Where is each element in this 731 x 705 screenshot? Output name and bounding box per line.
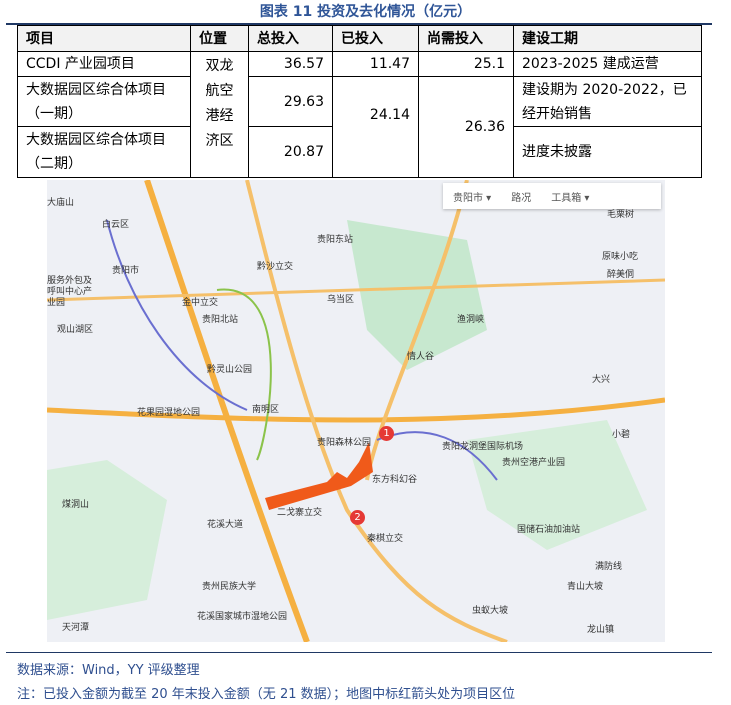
map-label: 花溪大道	[207, 520, 244, 530]
location-map[interactable]: 贵阳市 ▾ 路况 工具箱 ▾ 大庙山白云区贵阳市服务外包及呼叫中心产业园观山湖区…	[46, 179, 666, 644]
table-row: 大数据园区综合体项目（二期） 20.87 进度未披露	[17, 126, 702, 178]
map-label: 秦棋立交	[367, 534, 404, 544]
header-project: 项目	[17, 25, 191, 52]
map-label: 黔沙立交	[257, 262, 294, 272]
marker-1[interactable]: 1	[379, 426, 394, 441]
map-label: 金中立交	[182, 298, 219, 308]
map-label: 贵阳龙洞堡国际机场	[442, 442, 524, 452]
investment-table: 项目 位置 总投入 已投入 尚需投入 建设工期 CCDI 产业园项目 双龙航空港…	[17, 25, 702, 178]
map-label: 南明区	[252, 405, 280, 415]
period-cell: 进度未披露	[513, 126, 702, 178]
period-cell: 2023-2025 建成运营	[513, 51, 702, 77]
map-label: 原味小吃	[602, 252, 639, 262]
map-label: 虫蚁大坡	[472, 606, 509, 616]
table-row: CCDI 产业园项目 双龙航空港经济区 36.57 11.47 25.1 202…	[17, 51, 702, 178]
map-label: 小碧	[612, 430, 631, 440]
toolbox-button[interactable]: 工具箱 ▾	[551, 192, 590, 204]
city-selector[interactable]: 贵阳市 ▾	[453, 192, 492, 204]
map-label: 花溪国家城市湿地公园	[197, 612, 288, 622]
map-background	[46, 179, 666, 644]
project-cell: 大数据园区综合体项目（二期）	[17, 126, 191, 178]
header-remaining: 尚需投入	[418, 25, 514, 52]
table-row: 大数据园区综合体项目（一期） 29.63 24.14 26.36 建设期为 20…	[17, 76, 702, 178]
divider	[6, 23, 712, 25]
map-label: 青山大坡	[567, 582, 604, 592]
map-label: 贵阳东站	[317, 235, 354, 245]
period-cell: 建设期为 2020-2022，已经开始销售	[513, 76, 702, 127]
header-invested: 已投入	[332, 25, 419, 52]
map-label: 龙山镇	[587, 625, 615, 635]
map-label: 毛栗树	[607, 210, 635, 220]
map-label: 国储石油加油站	[517, 525, 581, 535]
source-note: 数据来源：Wind，YY 评级整理	[17, 663, 200, 678]
invested-cell: 24.14	[332, 76, 419, 178]
map-label: 大兴	[592, 375, 611, 385]
total-cell: 36.57	[248, 51, 333, 77]
total-cell: 20.87	[248, 126, 333, 178]
map-label: 观山湖区	[57, 325, 94, 335]
footnote: 注：已投入金额为截至 20 年末投入金额（无 21 数据）；地图中标红箭头处为项…	[17, 687, 516, 702]
divider	[6, 652, 712, 653]
map-label: 贵阳森林公园	[317, 438, 372, 448]
map-label: 贵阳北站	[202, 315, 239, 325]
map-label: 乌当区	[327, 295, 355, 305]
map-label: 东方科幻谷	[372, 475, 418, 485]
invested-cell: 11.47	[332, 51, 419, 77]
map-label: 大庙山	[47, 198, 75, 208]
map-label: 贵州空港产业园	[502, 458, 566, 468]
map-label: 天河潭	[62, 623, 90, 633]
header-total: 总投入	[248, 25, 333, 52]
map-label: 贵阳市	[112, 266, 140, 276]
project-cell: 大数据园区综合体项目（一期）	[17, 76, 191, 127]
remaining-cell: 25.1	[418, 51, 514, 77]
map-toolbar: 贵阳市 ▾ 路况 工具箱 ▾	[443, 183, 661, 209]
map-label: 情人谷	[407, 352, 435, 362]
header-location: 位置	[190, 25, 249, 52]
traffic-button[interactable]: 路况	[511, 192, 532, 204]
total-cell: 29.63	[248, 76, 333, 127]
map-label: 煤洞山	[62, 500, 90, 510]
figure-title: 图表 11 投资及去化情况（亿元）	[259, 4, 472, 20]
map-label: 黔灵山公园	[207, 365, 253, 375]
map-label: 白云区	[102, 220, 130, 230]
map-label: 二戈寨立交	[277, 508, 323, 518]
remaining-cell: 26.36	[418, 76, 514, 178]
project-cell: CCDI 产业园项目	[17, 51, 191, 77]
table-header: 项目 位置 总投入 已投入 尚需投入 建设工期	[17, 25, 702, 52]
project-arrow	[265, 442, 373, 510]
map-label: 满防线	[595, 562, 623, 572]
map-label: 贵州民族大学	[202, 582, 257, 592]
map-label: 渔洞峡	[457, 315, 485, 325]
map-label: 花果园湿地公园	[137, 408, 201, 418]
map-label: 醉美侗	[607, 270, 635, 280]
location-cell: 双龙航空港经济区	[190, 51, 249, 178]
marker-2[interactable]: 2	[350, 510, 365, 525]
header-period: 建设工期	[513, 25, 702, 52]
map-label: 服务外包及呼叫中心产业园	[47, 276, 93, 308]
